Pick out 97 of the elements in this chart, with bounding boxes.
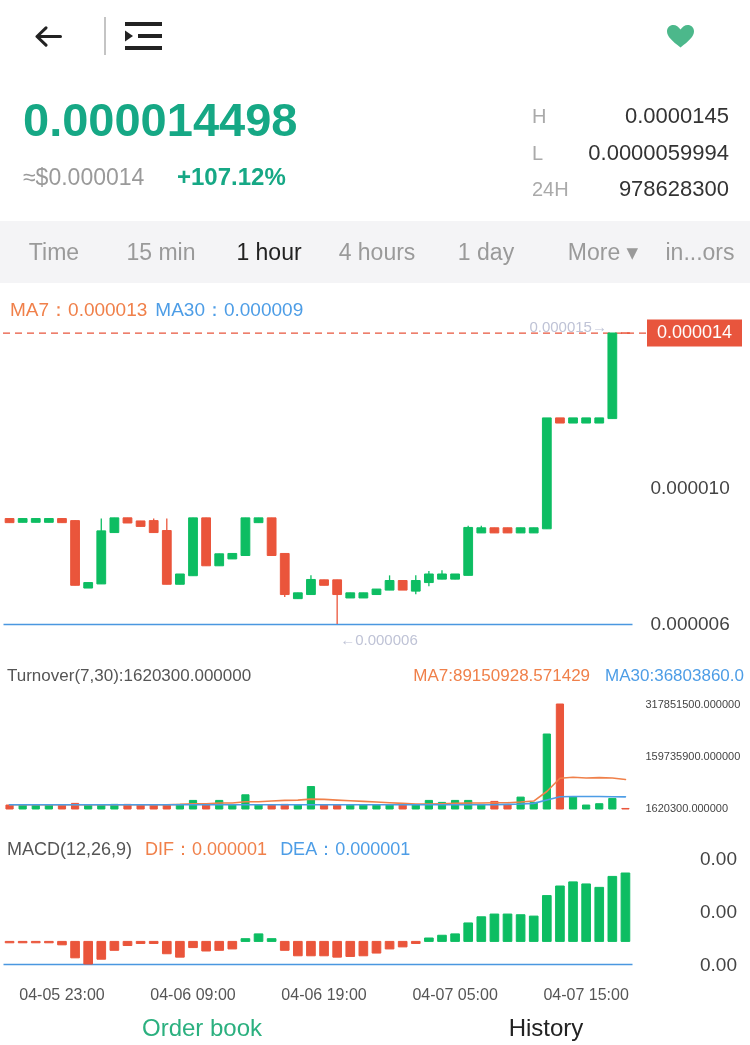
bar (201, 940, 211, 952)
text: DIF：0.000001 (145, 839, 268, 860)
y-tick-label: 317851500.000000 (645, 697, 741, 710)
bar (214, 940, 225, 951)
bar (319, 940, 329, 957)
text: MA30：0.000009 (155, 298, 304, 320)
y-tick-label: 1620300.000000 (645, 801, 729, 814)
x-tick-label: 04-06 19:00 (281, 985, 367, 1003)
text: 15 min (126, 238, 196, 265)
ref-line-label: 0.000014 (656, 322, 733, 343)
text: +107.12% (177, 163, 286, 191)
bar (175, 940, 185, 958)
text: 4 hours (338, 238, 416, 265)
bar (437, 934, 447, 942)
text: ←0.000006 (340, 631, 418, 648)
x-tick-label: 04-07 05:00 (412, 985, 498, 1003)
candlestick (332, 579, 343, 625)
bar (293, 940, 303, 957)
bar (345, 940, 356, 957)
line-series (8, 795, 627, 806)
text: History (508, 1014, 584, 1042)
bar (253, 933, 264, 942)
text: 1 day (457, 238, 515, 265)
x-tick-label: 04-07 15:00 (543, 985, 629, 1003)
bar (594, 886, 605, 942)
bar (581, 883, 591, 942)
x-tick-label: 04-05 23:00 (19, 985, 105, 1003)
x-tick-label: 04-06 09:00 (150, 985, 236, 1003)
bar (161, 940, 172, 955)
bar (70, 940, 80, 959)
bar (227, 940, 238, 950)
bar (568, 881, 578, 942)
text: 24H (532, 178, 569, 201)
text: L (532, 142, 544, 165)
bar (240, 938, 251, 942)
text: in...ors (665, 238, 735, 265)
bar (410, 940, 421, 944)
text: H (532, 105, 547, 128)
bar (607, 875, 618, 942)
text: 0.0000145 (625, 103, 729, 129)
candlestick (410, 574, 421, 595)
y-tick-label: 0.000006 (650, 613, 730, 635)
bar (542, 895, 552, 942)
y-tick-label: 159735900.000000 (645, 749, 741, 762)
text: 1 hour (236, 238, 302, 265)
bar (266, 938, 277, 942)
bar (279, 940, 290, 951)
bar (542, 733, 551, 810)
bar (450, 933, 460, 942)
bar (608, 797, 617, 810)
bar (489, 913, 500, 942)
bar (148, 940, 159, 944)
bar (515, 914, 526, 942)
bar (109, 940, 120, 951)
bar (57, 940, 67, 946)
text: 0.00 (700, 847, 737, 869)
text: ≈$0.000014 (23, 163, 145, 190)
bar (358, 940, 369, 957)
bar (83, 940, 93, 965)
chart-title: MACD(12,26,9) (7, 839, 133, 860)
bar (463, 922, 474, 942)
bar (555, 885, 565, 942)
bar (397, 940, 408, 948)
text: MA7:89150928.571429 (413, 665, 591, 685)
text: Time (28, 238, 80, 265)
text: DEA：0.000001 (280, 839, 411, 860)
text: 0.00 (700, 953, 737, 975)
text: 0.000014498 (23, 93, 298, 147)
text: 0.00 (700, 900, 737, 922)
bar (424, 937, 434, 942)
text: Order book (141, 1014, 263, 1042)
bar (371, 940, 382, 954)
annotation: 0.000015→ (529, 318, 607, 335)
bar (122, 940, 133, 947)
bar (384, 940, 395, 950)
bar (332, 940, 342, 958)
text: 0.0000059994 (588, 140, 729, 166)
chart-title: Turnover(7,30):1620300.000000 (7, 665, 252, 685)
text: 978628300 (618, 176, 729, 202)
bar (595, 803, 604, 810)
bar (306, 940, 316, 957)
bar (503, 804, 512, 810)
bar (502, 913, 513, 942)
bar (96, 940, 107, 960)
bar (582, 804, 591, 810)
candlestick (306, 574, 316, 596)
bar (476, 916, 487, 942)
bar (620, 872, 631, 942)
bar (555, 703, 565, 810)
bar (528, 915, 539, 942)
text: MA7：0.000013 (10, 298, 148, 320)
y-tick-label: 0.000010 (650, 476, 730, 498)
text: More ▾ (567, 238, 639, 265)
text: MA30:36803860.0 (605, 665, 744, 685)
bar (188, 940, 198, 949)
bar (135, 940, 146, 944)
bar (568, 796, 578, 810)
